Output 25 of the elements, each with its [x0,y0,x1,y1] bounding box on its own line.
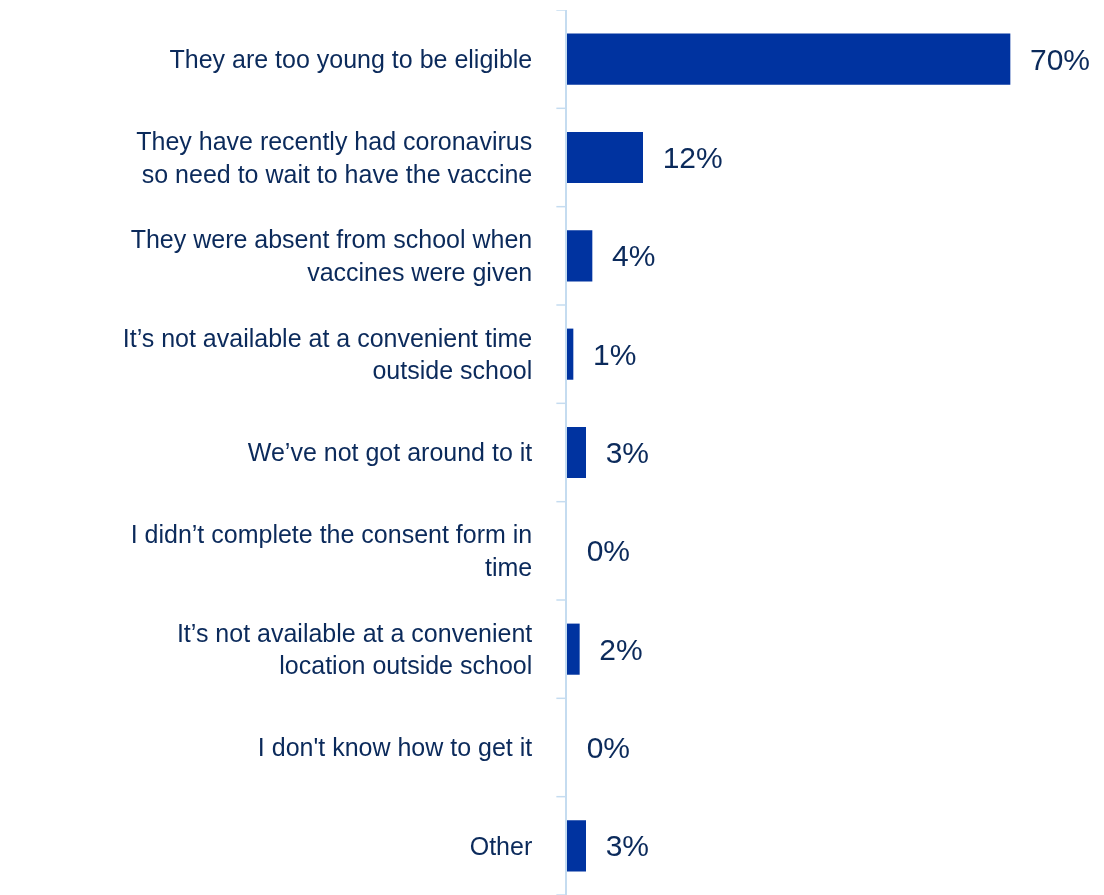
bar [567,131,643,184]
y-tick-label: They have recently had coronavirus so need to wait to have the vaccine [136,127,533,188]
bar [567,820,586,872]
data-label: 70% [1013,42,1091,76]
bar [567,426,586,479]
data-label: 12% [646,141,723,174]
y-tick-label: It’s not available at a convenient location outside school [176,618,533,680]
y-tick-label: We’ve not got around to it [247,438,533,467]
data-label: 3% [589,436,650,469]
bar [567,328,574,380]
y-tick-label: They are too young to be eligible [169,44,533,73]
data-label: 3% [589,829,650,863]
bar [567,623,580,675]
data-label: 1% [576,337,637,371]
bar [567,230,593,282]
y-tick-label: Other [469,831,533,860]
bar [567,33,1011,85]
y-tick-label: I don't know how to get it [257,733,533,762]
data-label: 4% [595,239,656,273]
y-tick-label: They were absent from school when vaccines were given [130,225,533,286]
data-label: 2% [582,632,643,666]
data-label: 0% [570,534,631,568]
data-label: 0% [570,731,631,764]
y-tick-label: It’s not available at a convenient time outside school [122,323,533,385]
y-tick-label: I didn’t complete the consent form in time [130,520,533,581]
